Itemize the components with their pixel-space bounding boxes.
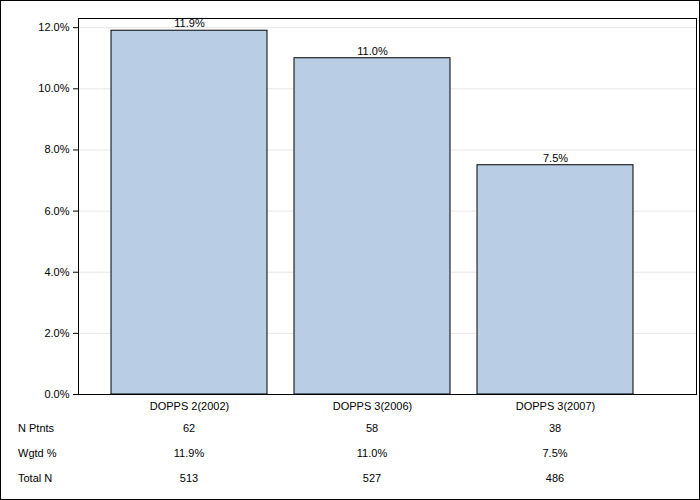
svg-text:2.0%: 2.0% [44,327,69,339]
svg-text:11.9%: 11.9% [174,447,205,459]
svg-text:0.0%: 0.0% [44,388,69,400]
svg-text:11.0%: 11.0% [357,45,388,57]
svg-text:11.0%: 11.0% [357,447,388,459]
svg-text:DOPPS 2(2002): DOPPS 2(2002) [150,400,229,412]
svg-text:7.5%: 7.5% [542,447,567,459]
svg-text:513: 513 [180,472,198,484]
svg-text:8.0%: 8.0% [44,143,69,155]
svg-text:DOPPS 3(2007): DOPPS 3(2007) [516,400,595,412]
svg-text:7.5%: 7.5% [543,152,568,164]
svg-text:12.0%: 12.0% [38,21,69,33]
svg-text:DOPPS 3(2006): DOPPS 3(2006) [333,400,412,412]
svg-text:486: 486 [546,472,564,484]
svg-text:Wgtd %: Wgtd % [18,447,57,459]
svg-text:N Ptnts: N Ptnts [18,422,55,434]
svg-text:527: 527 [363,472,381,484]
svg-text:Total N: Total N [18,472,52,484]
svg-text:62: 62 [183,422,195,434]
svg-text:6.0%: 6.0% [44,205,69,217]
svg-text:58: 58 [366,422,378,434]
svg-text:10.0%: 10.0% [38,82,69,94]
svg-text:38: 38 [549,422,561,434]
svg-text:11.9%: 11.9% [174,17,205,29]
svg-text:4.0%: 4.0% [44,266,69,278]
